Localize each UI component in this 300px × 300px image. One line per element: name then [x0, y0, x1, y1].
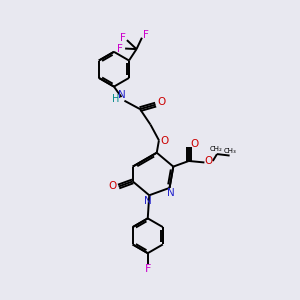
- Text: F: F: [143, 30, 149, 40]
- Text: F: F: [120, 33, 126, 43]
- Text: F: F: [145, 264, 151, 274]
- Text: CH₂: CH₂: [210, 146, 223, 152]
- Text: N: N: [167, 188, 175, 198]
- Text: O: O: [108, 181, 116, 191]
- Text: F: F: [117, 44, 123, 53]
- Text: O: O: [190, 139, 198, 148]
- Text: N: N: [118, 90, 125, 100]
- Text: N: N: [144, 196, 152, 206]
- Text: O: O: [157, 97, 165, 106]
- Text: O: O: [160, 136, 168, 146]
- Text: CH₃: CH₃: [224, 148, 237, 154]
- Text: H: H: [112, 94, 119, 104]
- Text: O: O: [205, 156, 213, 166]
